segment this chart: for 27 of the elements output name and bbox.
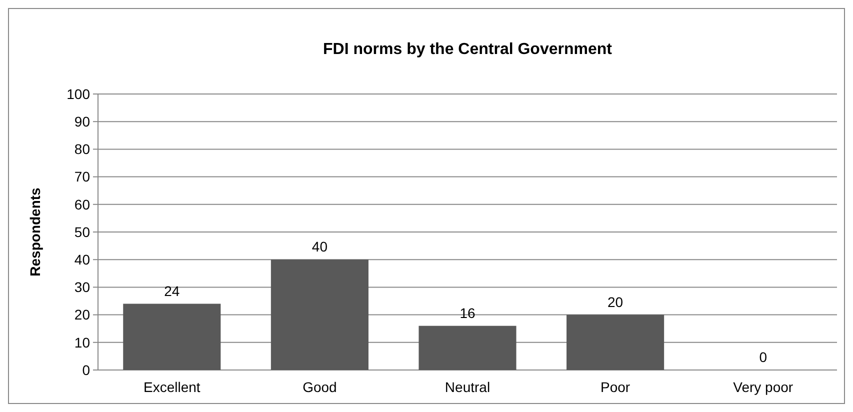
x-tick-label: Neutral (444, 379, 490, 395)
x-tick-label: Good (302, 379, 337, 395)
y-axis-title: Respondents (27, 187, 43, 276)
x-tick-label: Poor (600, 379, 630, 395)
bar (270, 260, 368, 370)
y-tick-label: 40 (74, 252, 90, 268)
y-tick-label: 30 (74, 279, 90, 296)
x-tick-label: Very poor (733, 379, 794, 395)
bar (418, 326, 516, 370)
y-tick-label: 50 (74, 224, 90, 240)
bar (123, 304, 221, 370)
y-tick-label: 10 (74, 334, 90, 350)
y-tick-label: 20 (74, 306, 90, 323)
data-label: 16 (460, 304, 476, 321)
y-tick-label: 70 (74, 168, 90, 185)
y-tick-label: 90 (74, 114, 90, 130)
data-label: 40 (312, 238, 328, 255)
y-tick-label: 60 (74, 196, 90, 212)
chart-title: FDI norms by the Central Government (323, 41, 613, 58)
data-label: 24 (164, 282, 180, 299)
data-label: 0 (759, 349, 768, 365)
y-tick-label: 100 (66, 86, 90, 102)
y-tick-label: 0 (82, 362, 90, 378)
data-label: 20 (608, 294, 624, 310)
y-tick-label: 80 (74, 141, 90, 158)
x-tick-label: Excellent (143, 379, 200, 395)
bar (566, 314, 664, 370)
